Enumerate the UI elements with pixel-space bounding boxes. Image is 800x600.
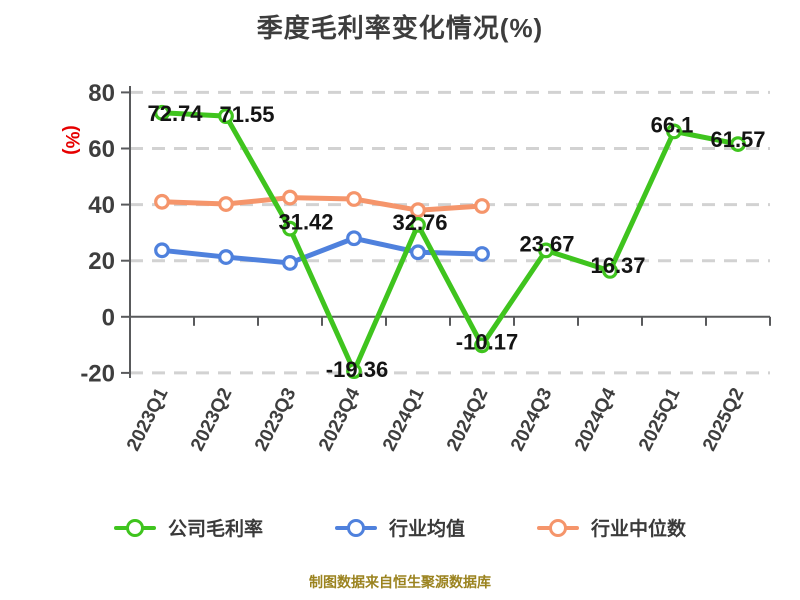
legend-label: 行业均值 — [388, 519, 465, 540]
series-line — [159, 110, 741, 374]
data-label: -10.17 — [456, 329, 518, 354]
legend-dot-icon — [549, 518, 567, 537]
y-axis-tick-label: 80 — [88, 80, 115, 107]
series-marker — [346, 230, 362, 247]
series-marker — [474, 246, 490, 262]
x-axis-label: 2023Q2 — [187, 385, 236, 455]
y-axis-tick-label: 60 — [88, 136, 115, 163]
legend-dot-icon — [125, 518, 144, 537]
data-label: 71.55 — [219, 102, 274, 127]
y-axis-tick-label: 40 — [88, 192, 115, 219]
series-marker — [282, 220, 298, 237]
series-marker — [346, 363, 362, 380]
series-marker — [346, 191, 362, 207]
x-axis-label: 2024Q2 — [443, 385, 492, 455]
legend-line-dot-icon — [537, 518, 579, 538]
y-axis-tick-label: 0 — [102, 304, 115, 331]
data-label: 32.76 — [392, 210, 447, 235]
series-line — [159, 235, 485, 266]
series-marker — [474, 198, 490, 214]
data-label: -19.36 — [326, 357, 388, 382]
legend-label: 行业中位数 — [591, 519, 687, 540]
data-label: 66.1 — [651, 112, 694, 137]
legend: 公司毛利率 行业均值 行业中位数 — [0, 514, 800, 541]
x-axis-label: 2024Q1 — [379, 384, 429, 454]
series-marker — [474, 337, 490, 354]
data-source-note: 制图数据来自恒生聚源数据库 — [309, 574, 491, 590]
series-line — [159, 195, 485, 213]
legend-item-company-margin[interactable]: 公司毛利率 — [113, 514, 263, 541]
series-marker — [282, 255, 298, 271]
data-label: 16.37 — [590, 253, 645, 278]
series-marker — [602, 262, 618, 279]
series-marker — [154, 193, 170, 210]
legend-label: 公司毛利率 — [167, 519, 263, 540]
series-marker — [218, 108, 234, 125]
x-axis-label: 2023Q1 — [123, 384, 173, 454]
legend-line-dot-icon — [113, 518, 156, 538]
line-chart-canvas: 80 60 40 20 0 -20 2023Q1 2023Q2 2023Q3 2023Q4 2024… — [61, 80, 771, 455]
series-marker — [410, 202, 426, 219]
series-marker — [218, 196, 234, 212]
series-marker — [218, 249, 234, 265]
y-axis-unit-label: (%) — [61, 125, 82, 155]
series-marker — [730, 136, 746, 152]
x-axis-label: 2025Q1 — [635, 384, 685, 454]
legend-dot-icon — [346, 518, 365, 537]
x-axis-label: 2023Q3 — [251, 385, 300, 455]
data-label: 72.74 — [147, 101, 203, 126]
x-axis-label: 2023Q4 — [315, 384, 365, 454]
data-label: 23.67 — [519, 231, 574, 256]
chart-title: 季度毛利率变化情况(%) — [256, 13, 544, 43]
legend-item-industry-median[interactable]: 行业中位数 — [537, 514, 686, 541]
y-axis-tick-label: 20 — [88, 248, 115, 275]
series-marker — [666, 123, 682, 140]
x-axis-label: 2025Q2 — [699, 385, 748, 455]
x-axis-label: 2024Q4 — [571, 384, 621, 454]
x-axis-label: 2024Q3 — [507, 385, 556, 455]
series-marker — [154, 242, 170, 259]
series-marker — [410, 217, 426, 233]
y-axis-tick-label: -20 — [80, 360, 115, 387]
data-label: 61.57 — [710, 127, 765, 152]
legend-line-dot-icon — [334, 518, 377, 538]
series-marker — [154, 104, 170, 121]
series-marker — [282, 189, 298, 206]
legend-item-industry-average[interactable]: 行业均值 — [334, 514, 465, 541]
series-marker — [410, 244, 426, 261]
series-marker — [538, 242, 554, 259]
data-label: 31.42 — [278, 210, 333, 235]
